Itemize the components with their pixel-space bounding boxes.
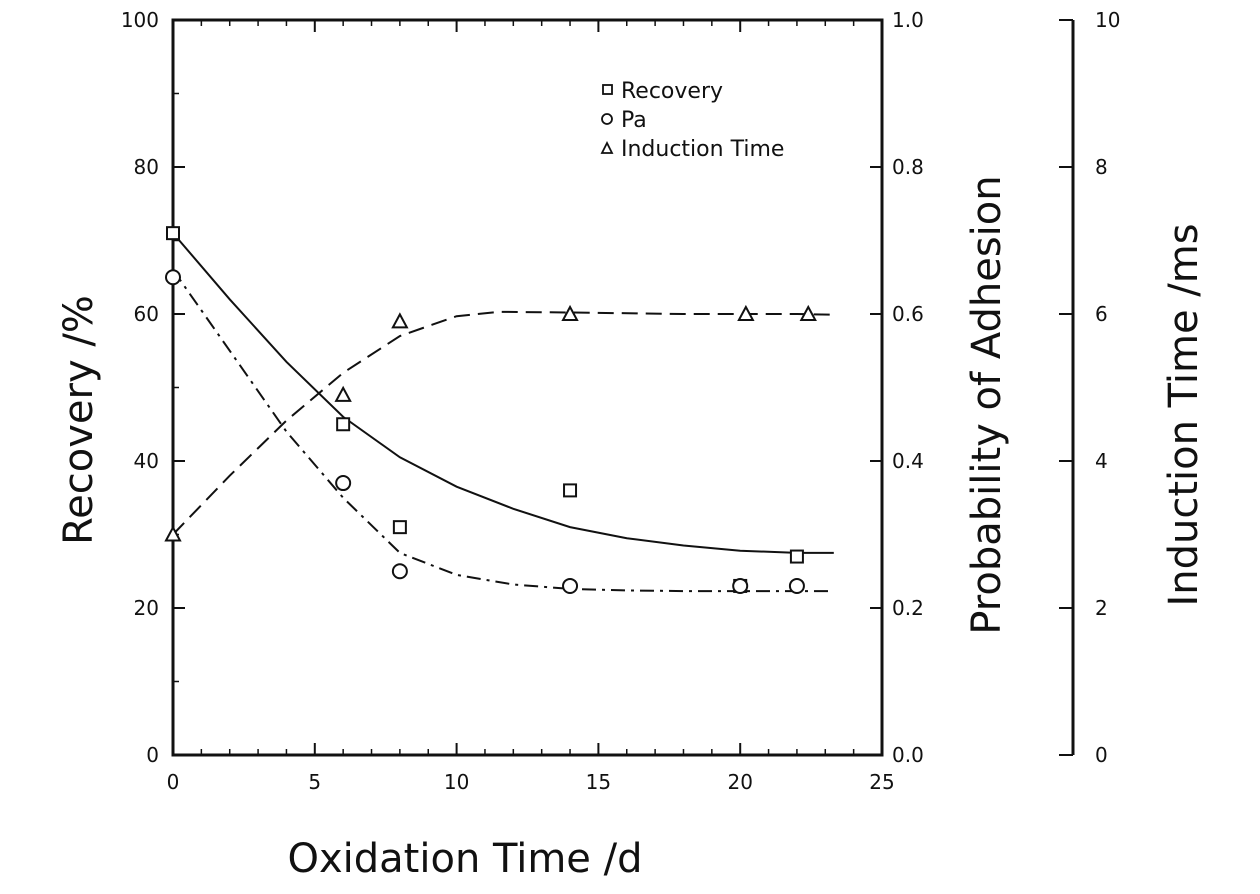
plot-frame	[171, 18, 884, 757]
legend: Recovery Pa Induction Time	[600, 79, 784, 162]
recovery-point	[563, 483, 578, 498]
induction-time-fit-line	[172, 310, 834, 536]
induction-time-point	[391, 312, 409, 329]
right2-tick-label: 8	[1095, 155, 1108, 179]
x-tick-label: 0	[167, 770, 180, 794]
data-points	[164, 226, 817, 594]
left-tick-label: 0	[146, 743, 159, 767]
left-tick-label: 60	[134, 302, 159, 326]
induction-time-point	[737, 304, 755, 321]
right2-tick-label: 4	[1095, 449, 1108, 473]
right2-tick-label: 2	[1095, 596, 1108, 620]
left-tick-label: 40	[134, 449, 159, 473]
recovery-point	[392, 520, 407, 535]
right1-tick-label: 0.2	[892, 596, 924, 620]
legend-pa-label: Pa	[621, 108, 647, 133]
x-tick-label: 10	[444, 770, 469, 794]
legend-induction-time-label: Induction Time	[621, 137, 784, 162]
left-tick-label: 100	[121, 8, 159, 32]
x-axis-title: Oxidation Time /d	[288, 836, 643, 882]
x-tick-label: 15	[586, 770, 611, 794]
pa-point	[335, 475, 352, 492]
x-tick-label: 25	[869, 770, 894, 794]
legend-pa-marker	[601, 113, 613, 125]
right2-axis-title: Induction Time /ms	[1161, 223, 1207, 606]
right2-tick-label: 10	[1095, 8, 1120, 32]
legend-recovery-label: Recovery	[621, 79, 723, 104]
recovery-point	[336, 417, 351, 432]
recovery-point	[789, 549, 804, 564]
right1-axis-title: Probability of Adhesion	[964, 175, 1010, 634]
left-tick-label: 80	[134, 155, 159, 179]
x-tick-label: 20	[727, 770, 752, 794]
induction-time-point	[334, 385, 352, 402]
right2-tick-label: 0	[1095, 743, 1108, 767]
pa-point	[562, 577, 579, 594]
left-tick-label: 20	[134, 596, 159, 620]
right1-tick-label: 0.4	[892, 449, 924, 473]
pa-point	[391, 563, 408, 580]
pa-point	[788, 577, 805, 594]
pa-fit-line	[172, 269, 834, 593]
induction-time-point	[164, 525, 182, 542]
axis-titles: Oxidation Time /d Recovery /% Probability …	[56, 175, 1207, 882]
fit-curves	[172, 232, 834, 593]
right1-tick-label: 1.0	[892, 8, 924, 32]
right1-tick-label: 0.8	[892, 155, 924, 179]
left-axis-title: Recovery /%	[56, 295, 102, 545]
recovery-fit-line	[172, 232, 834, 554]
right1-tick-label: 0.0	[892, 743, 924, 767]
pa-point	[732, 577, 749, 594]
legend-recovery-marker	[602, 84, 613, 95]
axes: 0 5 10 15 20 250204060801000.00.20.40.60.81.0…	[121, 8, 1121, 794]
right1-tick-label: 0.6	[892, 302, 924, 326]
right2-tick-label: 6	[1095, 302, 1108, 326]
legend-induction-time-marker	[600, 140, 614, 154]
induction-time-point	[799, 304, 817, 321]
induction-time-point	[561, 304, 579, 321]
pa-point	[165, 269, 181, 286]
x-tick-label: 5	[308, 770, 321, 794]
recovery-point	[166, 226, 180, 241]
